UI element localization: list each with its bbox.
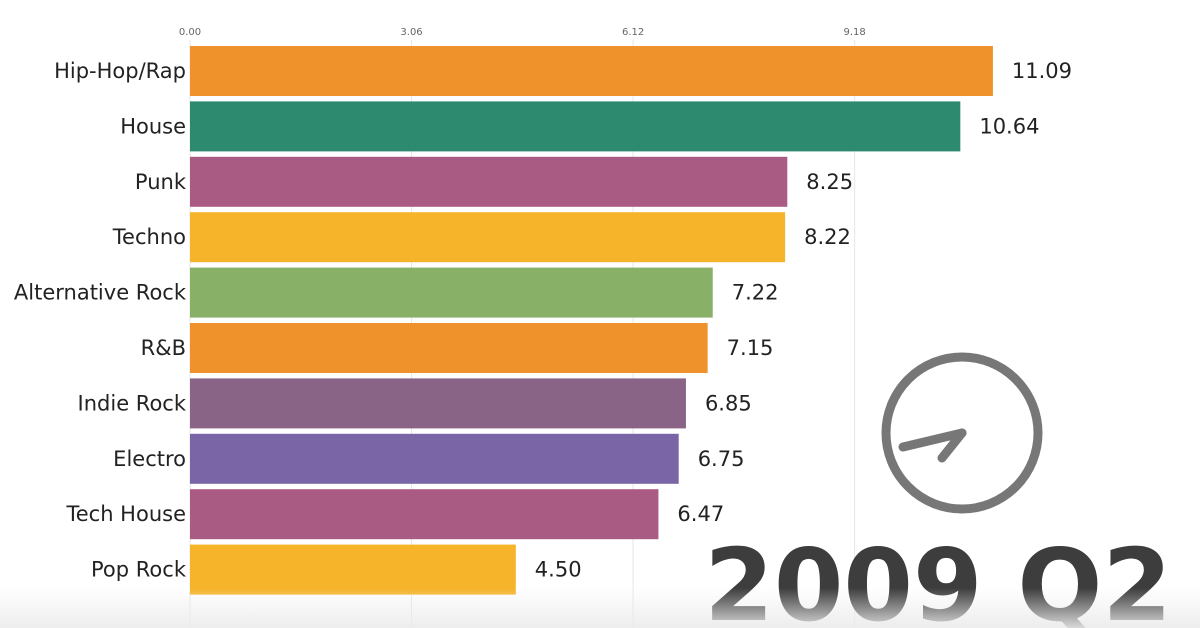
bottom-fade (0, 588, 1200, 628)
value-label-7: 6.75 (698, 447, 745, 471)
bar-7 (190, 433, 679, 484)
bar-4 (190, 267, 713, 318)
category-label-9: Pop Rock (91, 558, 187, 582)
category-label-5: R&B (141, 336, 186, 360)
tick-label-2: 6.12 (622, 27, 644, 38)
category-label-0: Hip-Hop/Rap (54, 59, 186, 83)
clock-hand-minute (937, 428, 967, 463)
value-label-6: 6.85 (705, 391, 752, 415)
tick-label-1: 3.06 (400, 27, 422, 38)
bar-3 (190, 212, 786, 263)
value-label-2: 8.25 (806, 170, 853, 194)
category-label-2: Punk (135, 170, 187, 194)
bar-0 (190, 46, 993, 96)
axis-ticks: 0.00 3.06 6.12 9.18 (179, 27, 866, 38)
category-label-7: Electro (113, 447, 186, 471)
category-label-8: Tech House (65, 502, 186, 526)
category-label-4: Alternative Rock (14, 281, 187, 305)
value-label-4: 7.22 (732, 281, 779, 305)
clock-face (881, 352, 1043, 514)
tick-label-3: 9.18 (843, 27, 865, 38)
clock-icon (881, 352, 1043, 514)
value-label-9: 4.50 (535, 558, 582, 582)
bar-1 (190, 101, 961, 152)
bar-6 (190, 378, 686, 429)
bar-2 (190, 156, 788, 207)
value-label-5: 7.15 (727, 336, 774, 360)
value-label-3: 8.22 (804, 225, 851, 249)
bar-8 (190, 489, 659, 540)
value-label-0: 11.09 (1012, 59, 1072, 83)
clock-hand-hour (898, 428, 967, 452)
category-label-6: Indie Rock (78, 391, 187, 415)
tick-label-0: 0.00 (179, 27, 201, 38)
value-label-8: 6.47 (677, 502, 724, 526)
category-label-3: Techno (112, 225, 186, 249)
value-label-1: 10.64 (979, 114, 1039, 138)
bar-5 (190, 323, 708, 373)
bar-9 (190, 544, 516, 595)
category-label-1: House (120, 114, 186, 138)
bars: Hip-Hop/Rap 11.09 House 10.64 Punk 8.25 Techno… (14, 46, 1072, 595)
